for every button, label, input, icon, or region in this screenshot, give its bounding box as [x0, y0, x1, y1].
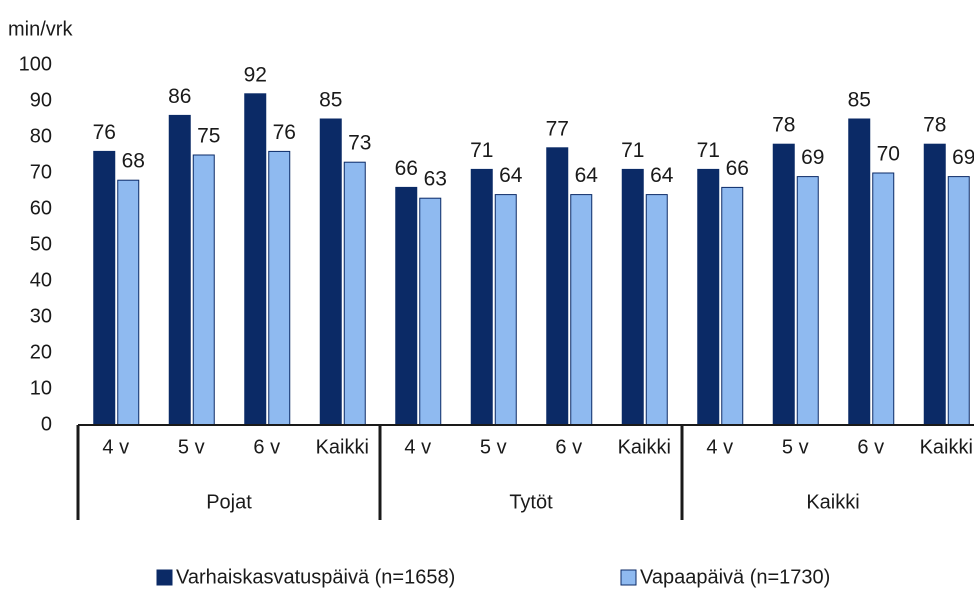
value-label: 85: [848, 89, 871, 112]
x-tick-label: 4 v: [706, 436, 733, 458]
value-label: 69: [952, 146, 974, 169]
bar: [244, 93, 267, 426]
value-label: 76: [273, 121, 296, 144]
bar: [697, 168, 720, 426]
group-label: Kaikki: [806, 491, 859, 513]
x-tick-label: 6 v: [253, 436, 280, 458]
x-tick-label: Kaikki: [316, 436, 369, 458]
x-tick-label: 6 v: [857, 436, 884, 458]
x-tick-label: 5 v: [782, 436, 809, 458]
value-label: 71: [697, 139, 720, 162]
bar: [192, 154, 215, 426]
bar: [872, 172, 895, 426]
y-tick-label: 100: [19, 53, 52, 75]
value-label: 64: [499, 164, 523, 187]
bar: [470, 168, 493, 426]
group-label: Pojat: [206, 491, 252, 513]
value-label: 85: [319, 89, 342, 112]
bar: [772, 143, 795, 426]
y-tick-label: 50: [30, 233, 52, 255]
bar: [721, 186, 744, 426]
value-label: 75: [197, 125, 220, 148]
y-tick-label: 70: [30, 161, 52, 183]
bar: [117, 179, 140, 426]
x-tick-label: Kaikki: [920, 436, 973, 458]
value-label: 70: [877, 143, 900, 166]
value-label: 71: [621, 139, 644, 162]
value-label: 68: [122, 150, 145, 173]
value-label: 92: [244, 63, 267, 86]
y-tick-label: 20: [30, 341, 52, 363]
value-label: 78: [772, 114, 795, 137]
bar: [343, 161, 366, 426]
value-label: 64: [650, 164, 674, 187]
bar: [168, 114, 191, 426]
bar: [494, 194, 517, 426]
bar: [796, 176, 819, 426]
x-tick-label: 6 v: [555, 436, 582, 458]
value-label: 71: [470, 139, 493, 162]
bar: [395, 186, 418, 426]
y-tick-label: 30: [30, 305, 52, 327]
bar: [848, 118, 871, 426]
legend-label: Vapaapäivä (n=1730): [640, 566, 830, 588]
y-tick-label: 60: [30, 197, 52, 219]
value-label: 77: [546, 117, 569, 140]
y-tick-label: 0: [41, 413, 52, 435]
y-axis-label: min/vrk: [8, 18, 73, 40]
bar: [923, 143, 946, 426]
bar: [621, 168, 644, 426]
value-label: 66: [726, 157, 749, 180]
bar: [93, 150, 116, 426]
x-tick-label: 5 v: [480, 436, 507, 458]
value-label: 78: [923, 114, 946, 137]
bar: [645, 194, 668, 426]
bar: [419, 197, 442, 426]
bar: [947, 176, 970, 426]
legend-swatch: [156, 569, 173, 586]
value-label: 76: [93, 121, 116, 144]
bar: [570, 194, 593, 426]
x-tick-label: 4 v: [404, 436, 431, 458]
x-tick-label: Kaikki: [618, 436, 671, 458]
bar: [319, 118, 342, 426]
value-label: 63: [424, 168, 447, 191]
x-tick-label: 4 v: [102, 436, 129, 458]
x-tick-label: 5 v: [178, 436, 205, 458]
value-label: 73: [348, 132, 371, 155]
value-label: 64: [575, 164, 599, 187]
value-label: 86: [168, 85, 191, 108]
y-tick-label: 90: [30, 89, 52, 111]
bar: [546, 147, 569, 426]
legend-label: Varhaiskasvatuspäivä (n=1658): [176, 566, 455, 588]
y-tick-label: 80: [30, 125, 52, 147]
y-tick-label: 10: [30, 377, 52, 399]
group-label: Tytöt: [509, 491, 553, 513]
value-label: 66: [395, 157, 418, 180]
bar: [268, 150, 291, 426]
value-label: 69: [801, 146, 824, 169]
y-tick-label: 40: [30, 269, 52, 291]
legend-swatch: [620, 569, 637, 586]
